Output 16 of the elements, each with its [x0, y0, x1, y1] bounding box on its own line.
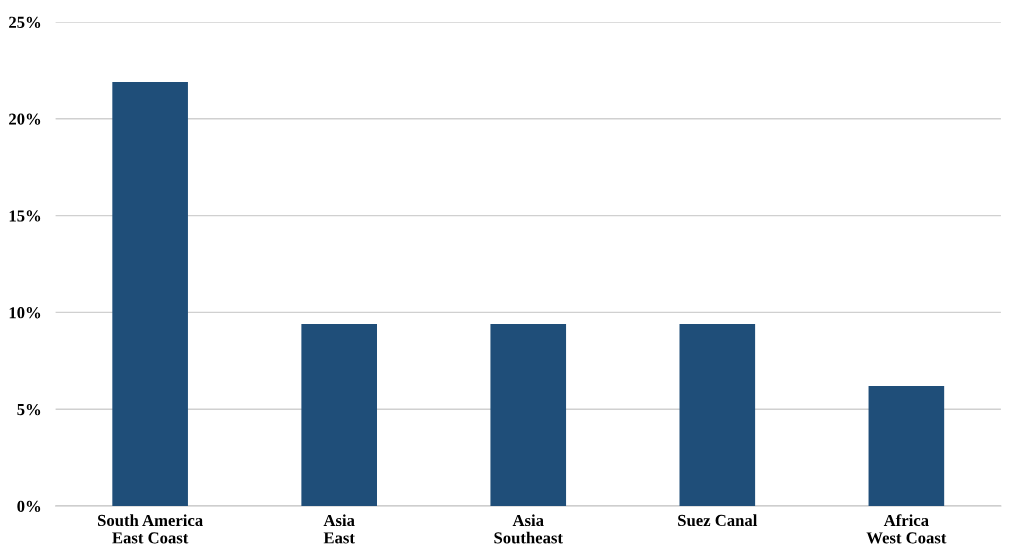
x-tick-label: Asia Southeast	[494, 514, 563, 544]
x-tick-label: Asia East	[323, 514, 355, 544]
y-tick-label: 10%	[9, 307, 41, 319]
y-tick-label: 15%	[9, 210, 41, 222]
bar	[112, 82, 188, 506]
bar	[679, 324, 756, 506]
y-tick-label: 25%	[9, 16, 41, 28]
bar	[301, 324, 377, 506]
bar	[868, 385, 945, 506]
y-tick-label: 5%	[17, 403, 41, 416]
y-tick-label: 0%	[17, 500, 41, 512]
x-tick-label: Africa West Coast	[866, 514, 947, 544]
bar	[490, 324, 567, 506]
x-tick-label: Suez Canal	[678, 514, 758, 527]
x-tick-label: South America East Coast	[98, 514, 203, 544]
y-tick-label: 20%	[9, 113, 41, 125]
